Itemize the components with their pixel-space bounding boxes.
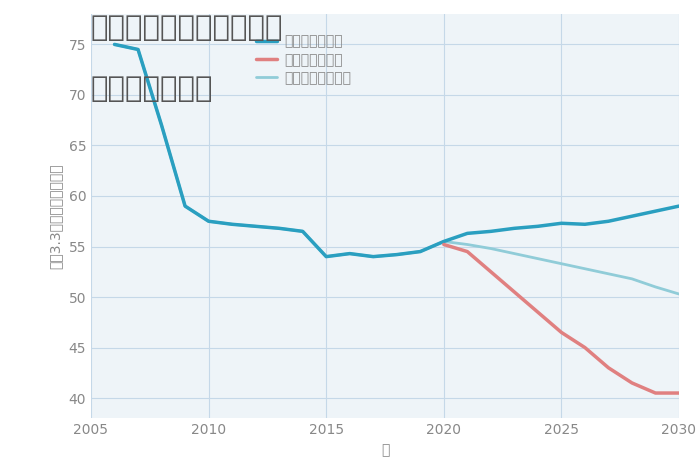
バッドシナリオ (510, 289, 519, 295)
グッドシナリオ (557, 220, 566, 226)
Y-axis label: 坪（3.3㎡）単価（万円）: 坪（3.3㎡）単価（万円） (49, 164, 63, 269)
バッドシナリオ (533, 309, 542, 315)
グッドシナリオ (181, 203, 189, 209)
ノーマルシナリオ (158, 122, 166, 128)
ノーマルシナリオ (393, 252, 401, 258)
X-axis label: 年: 年 (381, 443, 389, 457)
グッドシナリオ (134, 47, 142, 52)
グッドシナリオ (581, 221, 589, 227)
ノーマルシナリオ (111, 42, 119, 47)
Line: ノーマルシナリオ: ノーマルシナリオ (115, 45, 679, 294)
バッドシナリオ (675, 390, 683, 396)
グッドシナリオ (440, 239, 448, 244)
ノーマルシナリオ (322, 254, 330, 259)
グッドシナリオ (651, 208, 659, 214)
Legend: グッドシナリオ, バッドシナリオ, ノーマルシナリオ: グッドシナリオ, バッドシナリオ, ノーマルシナリオ (251, 29, 357, 91)
ノーマルシナリオ (651, 284, 659, 290)
グッドシナリオ (416, 249, 424, 254)
ノーマルシナリオ (181, 203, 189, 209)
ノーマルシナリオ (440, 239, 448, 244)
Line: グッドシナリオ: グッドシナリオ (115, 45, 679, 257)
バッドシナリオ (604, 365, 612, 370)
グッドシナリオ (533, 224, 542, 229)
ノーマルシナリオ (228, 221, 237, 227)
バッドシナリオ (651, 390, 659, 396)
バッドシナリオ (486, 269, 495, 274)
ノーマルシナリオ (604, 271, 612, 277)
ノーマルシナリオ (675, 291, 683, 297)
ノーマルシナリオ (298, 228, 307, 234)
ノーマルシナリオ (486, 246, 495, 251)
ノーマルシナリオ (346, 251, 354, 257)
グッドシナリオ (463, 231, 472, 236)
バッドシナリオ (463, 249, 472, 254)
グッドシナリオ (510, 226, 519, 231)
グッドシナリオ (604, 219, 612, 224)
グッドシナリオ (251, 224, 260, 229)
ノーマルシナリオ (463, 242, 472, 247)
グッドシナリオ (628, 213, 636, 219)
バッドシナリオ (557, 329, 566, 335)
ノーマルシナリオ (134, 47, 142, 52)
ノーマルシナリオ (510, 251, 519, 257)
グッドシナリオ (298, 228, 307, 234)
グッドシナリオ (393, 252, 401, 258)
ノーマルシナリオ (581, 266, 589, 272)
Line: バッドシナリオ: バッドシナリオ (444, 244, 679, 393)
グッドシナリオ (675, 203, 683, 209)
バッドシナリオ (581, 345, 589, 351)
Text: 土地の価格推移: 土地の価格推移 (91, 75, 214, 103)
ノーマルシナリオ (557, 261, 566, 266)
Text: 奈良県奈良市北野山町の: 奈良県奈良市北野山町の (91, 14, 284, 42)
ノーマルシナリオ (204, 219, 213, 224)
グッドシナリオ (346, 251, 354, 257)
バッドシナリオ (628, 380, 636, 386)
ノーマルシナリオ (369, 254, 377, 259)
ノーマルシナリオ (275, 226, 284, 231)
グッドシナリオ (228, 221, 237, 227)
ノーマルシナリオ (533, 256, 542, 261)
ノーマルシナリオ (251, 224, 260, 229)
ノーマルシナリオ (416, 249, 424, 254)
グッドシナリオ (275, 226, 284, 231)
グッドシナリオ (322, 254, 330, 259)
ノーマルシナリオ (628, 276, 636, 282)
バッドシナリオ (440, 242, 448, 247)
グッドシナリオ (204, 219, 213, 224)
グッドシナリオ (158, 122, 166, 128)
グッドシナリオ (111, 42, 119, 47)
グッドシナリオ (369, 254, 377, 259)
グッドシナリオ (486, 228, 495, 234)
